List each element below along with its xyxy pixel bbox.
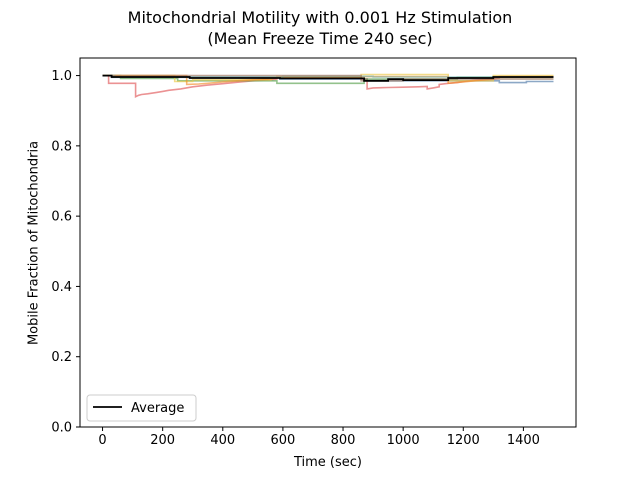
legend-label-average: Average bbox=[131, 401, 184, 416]
y-tick-label: 0.2 bbox=[51, 350, 72, 365]
x-tick-label: 600 bbox=[270, 433, 295, 448]
y-tick-label: 1.0 bbox=[51, 69, 72, 84]
x-tick-label: 1000 bbox=[387, 433, 420, 448]
axes-frame bbox=[79, 57, 577, 428]
x-axis-label: Time (sec) bbox=[293, 455, 362, 470]
chart-title: Mitochondrial Motility with 0.001 Hz Sti… bbox=[127, 8, 513, 27]
y-tick-label: 0.4 bbox=[51, 280, 72, 295]
x-tick-label: 800 bbox=[331, 433, 356, 448]
y-axis-label: Mobile Fraction of Mitochondria bbox=[26, 140, 42, 346]
x-tick-label: 1200 bbox=[447, 433, 480, 448]
x-tick-label: 400 bbox=[210, 433, 235, 448]
y-tick-label: 0.0 bbox=[51, 421, 72, 436]
y-tick-label: 0.8 bbox=[51, 139, 72, 154]
x-tick-label: 1400 bbox=[507, 433, 540, 448]
series-line-average bbox=[102, 74, 554, 82]
y-tick-label: 0.6 bbox=[51, 210, 72, 225]
x-tick-label: 0 bbox=[98, 433, 106, 448]
chart-subtitle: (Mean Freeze Time 240 sec) bbox=[207, 29, 433, 48]
x-tick-label: 200 bbox=[150, 433, 175, 448]
legend-box bbox=[86, 394, 197, 422]
